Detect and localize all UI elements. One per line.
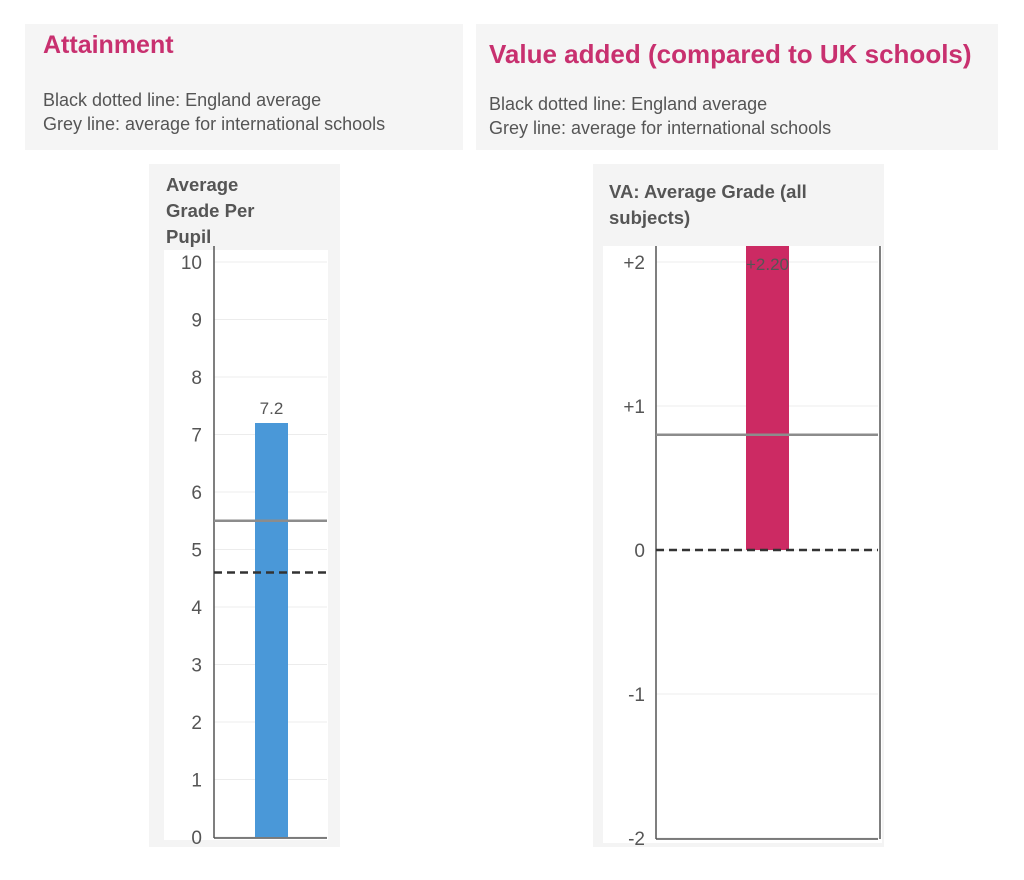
- dotted-line-note: Black dotted line: England average: [43, 90, 322, 110]
- value-added-chart-title: VA: Average Grade (all subjects): [609, 181, 807, 228]
- value-added-plot-area: [603, 246, 882, 843]
- attainment-y-tick-label: 4: [191, 598, 202, 619]
- grey-line-note: Grey line: average for international sch…: [43, 114, 386, 134]
- attainment-y-tick-label: 8: [191, 368, 202, 389]
- attainment-bar-value-label: 7.2: [260, 399, 284, 418]
- value-added-title: Value added (compared to UK schools): [489, 39, 972, 69]
- attainment-bar: [255, 423, 288, 837]
- attainment-y-tick-label: 0: [191, 828, 202, 849]
- value-added-bar: [746, 246, 789, 550]
- value-added-bar-value-label: +2.20: [746, 255, 789, 274]
- attainment-chart-title: Average Grade Per Pupil: [166, 174, 255, 247]
- attainment-y-tick-label: 2: [191, 713, 202, 734]
- attainment-y-tick-label: 1: [191, 771, 202, 792]
- dotted-line-note: Black dotted line: England average: [489, 94, 768, 114]
- attainment-y-tick-label: 3: [191, 656, 202, 677]
- value-added-legend-note: Black dotted line: England average Grey …: [489, 92, 831, 140]
- attainment-plot-area: [164, 250, 328, 840]
- value-added-y-tick-label: +1: [623, 397, 645, 418]
- attainment-y-tick-label: 10: [181, 253, 202, 274]
- attainment-y-tick-label: 6: [191, 483, 202, 504]
- value-added-header: Value added (compared to UK schools) Bla…: [476, 24, 998, 150]
- value-added-y-tick-label: 0: [634, 541, 645, 562]
- attainment-legend-note: Black dotted line: England average Grey …: [43, 88, 385, 136]
- value-added-y-tick-label: -1: [628, 685, 645, 706]
- value-added-y-tick-label: +2: [623, 253, 645, 274]
- attainment-y-tick-label: 7: [191, 426, 202, 447]
- attainment-title: Attainment: [43, 31, 174, 59]
- attainment-y-tick-label: 9: [191, 311, 202, 332]
- value-added-y-tick-label: -2: [628, 829, 645, 850]
- attainment-y-tick-label: 5: [191, 541, 202, 562]
- attainment-header: Attainment Black dotted line: England av…: [25, 24, 463, 150]
- grey-line-note: Grey line: average for international sch…: [489, 118, 832, 138]
